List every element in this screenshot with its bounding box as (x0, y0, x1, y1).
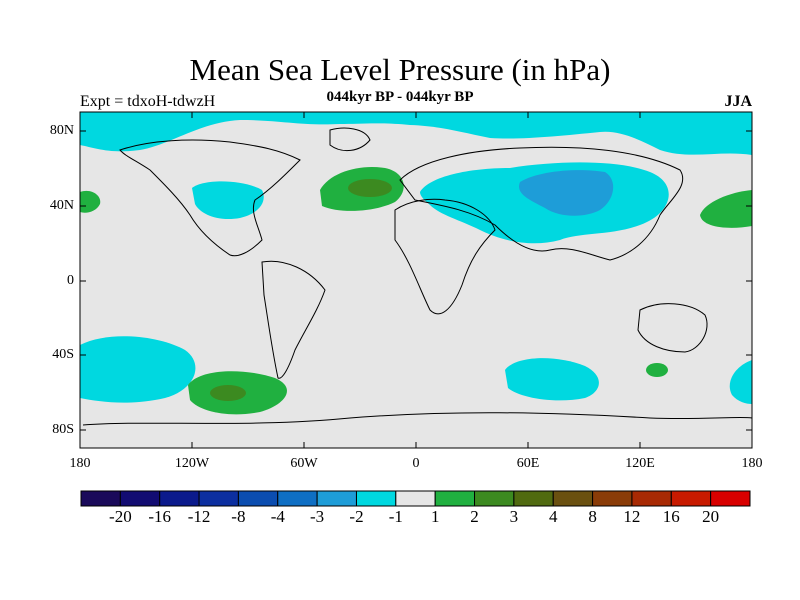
lat-label-40s: 40S (52, 347, 74, 362)
lon-label-120e: 120E (625, 456, 655, 471)
colorbar-swatch (277, 490, 318, 507)
colorbar-swatch (159, 490, 200, 507)
negative-region-south-pacific (80, 336, 196, 403)
colorbar (80, 490, 751, 507)
colorbar-tick-label: 2 (470, 507, 479, 526)
colorbar-swatch (355, 490, 397, 507)
lon-label-180-west: 180 (69, 456, 91, 471)
colorbar-tick-label: -20 (109, 507, 132, 526)
colorbar-tick-label: -2 (349, 507, 364, 526)
colorbar-swatch (316, 490, 357, 507)
longitude-ticks (191, 112, 641, 448)
colorbar-swatch (119, 490, 161, 507)
colorbar-swatch (513, 490, 554, 507)
colorbar-swatch (237, 490, 279, 507)
lon-label-60w: 60W (290, 456, 318, 471)
colorbar-swatch (631, 490, 672, 507)
colorbar-tick-label: 12 (623, 507, 641, 526)
colorbar-tick-label: 4 (548, 507, 558, 526)
negative-region-arctic (80, 112, 752, 155)
lat-label-40n: 40N (49, 198, 74, 213)
latitude-ticks (80, 130, 752, 431)
colorbar-tick-label: -16 (148, 507, 172, 526)
lat-label-0: 0 (67, 273, 74, 288)
lon-label-120w: 120W (174, 456, 210, 471)
positive-region-north-pacific-east (700, 190, 752, 228)
negative-region-indian-ocean (505, 358, 599, 401)
colorbar-swatch (592, 490, 633, 507)
colorbar-tick-label: -4 (270, 507, 285, 526)
colorbar-swatch (198, 490, 239, 507)
negative-region-north-america (192, 181, 264, 220)
positive-core-north-atlantic (348, 179, 392, 197)
coastlines (82, 127, 752, 426)
colorbar-tick-label: 8 (588, 507, 597, 526)
contour-fills (80, 112, 752, 415)
colorbar-tick-label: -8 (231, 507, 246, 526)
positive-region-north-pacific-west (80, 190, 101, 213)
colorbar-swatch (710, 490, 751, 507)
colorbar-tick-label: -3 (310, 507, 325, 526)
lat-label-80s: 80S (52, 422, 74, 437)
colorbar-tick-label: 16 (662, 507, 680, 526)
colorbar-swatch (395, 490, 436, 507)
lat-label-80n: 80N (49, 123, 74, 138)
positive-region-small (646, 363, 668, 377)
map-title: Mean Sea Level Pressure (in hPa) (189, 52, 611, 87)
negative-region-eurasia-core (519, 170, 614, 216)
colorbar-swatch (434, 490, 476, 507)
experiment-label: Expt = tdxoH-tdwzH (80, 93, 216, 110)
colorbar-swatch (552, 490, 594, 507)
colorbar-tick-label: 1 (430, 507, 440, 526)
map-subtitle: 044kyr BP - 044kyr BP (326, 89, 474, 105)
season-label: JJA (724, 93, 752, 110)
negative-region-south-east (729, 360, 752, 404)
colorbar-swatch (670, 490, 712, 507)
colorbar-tick-label: 3 (509, 507, 519, 526)
lon-label-180-east: 180 (741, 456, 763, 471)
colorbar-swatch (474, 490, 515, 507)
positive-core-south-pacific (210, 385, 246, 401)
colorbar-tick-label: 20 (702, 507, 720, 526)
lon-label-60e: 60E (516, 456, 540, 471)
lon-label-0: 0 (412, 456, 420, 471)
colorbar-swatch (80, 490, 121, 507)
colorbar-tick-label: -1 (388, 507, 403, 526)
colorbar-tick-label: -12 (187, 507, 211, 526)
